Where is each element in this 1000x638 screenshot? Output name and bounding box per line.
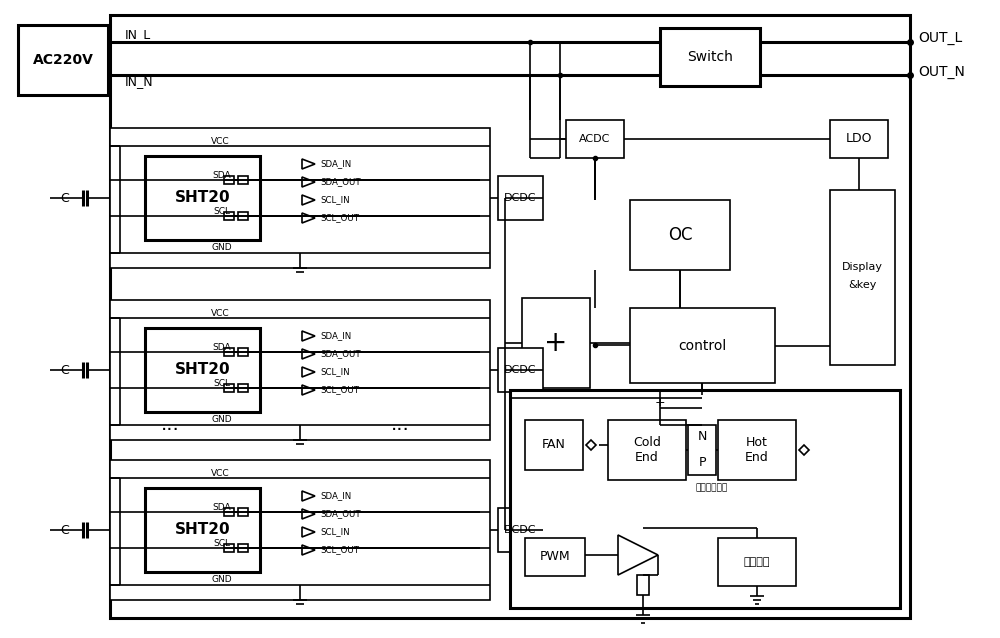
Text: SDA: SDA bbox=[213, 503, 231, 512]
Text: SDA_OUT: SDA_OUT bbox=[320, 177, 361, 186]
Text: ...: ... bbox=[391, 415, 409, 434]
Bar bbox=[18, 25, 108, 95]
Bar bbox=[718, 538, 796, 586]
Bar bbox=[238, 348, 248, 356]
Text: DCDC: DCDC bbox=[504, 193, 537, 203]
Text: +: + bbox=[544, 329, 568, 357]
Bar bbox=[510, 390, 900, 608]
Text: LDO: LDO bbox=[846, 133, 872, 145]
Text: 除湿模块: 除湿模块 bbox=[744, 557, 770, 567]
Bar bbox=[110, 128, 490, 268]
Text: C: C bbox=[61, 524, 69, 537]
Text: ACDC: ACDC bbox=[579, 134, 611, 144]
Text: SCL: SCL bbox=[214, 207, 230, 216]
Bar bbox=[145, 488, 260, 572]
Text: PWM: PWM bbox=[540, 551, 570, 563]
Text: 半导体制冷片: 半导体制冷片 bbox=[696, 484, 728, 493]
Text: SCL: SCL bbox=[214, 538, 230, 547]
Bar bbox=[224, 348, 234, 356]
Bar bbox=[608, 420, 686, 480]
Bar bbox=[637, 575, 649, 595]
Text: AC220V: AC220V bbox=[33, 53, 93, 67]
Text: OUT_N: OUT_N bbox=[918, 65, 965, 79]
Bar bbox=[566, 120, 624, 158]
Bar bbox=[224, 212, 234, 220]
Text: SDA: SDA bbox=[213, 170, 231, 179]
Bar bbox=[688, 425, 716, 475]
Text: SCL_IN: SCL_IN bbox=[320, 528, 350, 537]
Text: Hot
End: Hot End bbox=[745, 436, 769, 464]
Text: FAN: FAN bbox=[542, 438, 566, 452]
Text: C: C bbox=[61, 191, 69, 205]
Text: SHT20: SHT20 bbox=[175, 362, 230, 378]
Bar bbox=[525, 420, 583, 470]
Bar bbox=[110, 300, 490, 440]
Text: Switch: Switch bbox=[687, 50, 733, 64]
Bar bbox=[830, 190, 895, 365]
Bar bbox=[525, 538, 585, 576]
Bar bbox=[660, 28, 760, 86]
Bar bbox=[630, 200, 730, 270]
Text: VCC: VCC bbox=[211, 309, 229, 318]
Text: IN_N: IN_N bbox=[125, 75, 154, 89]
Bar bbox=[224, 176, 234, 184]
Text: SDA_IN: SDA_IN bbox=[320, 332, 351, 341]
Text: OUT_L: OUT_L bbox=[918, 31, 962, 45]
Text: P: P bbox=[698, 456, 706, 468]
Text: SCL_OUT: SCL_OUT bbox=[320, 214, 359, 223]
Text: GND: GND bbox=[212, 415, 232, 424]
Bar bbox=[238, 212, 248, 220]
Text: Display: Display bbox=[842, 262, 883, 272]
Bar bbox=[238, 384, 248, 392]
Bar bbox=[498, 348, 543, 392]
Text: OC: OC bbox=[668, 226, 692, 244]
Bar bbox=[630, 308, 775, 383]
Text: DCDC: DCDC bbox=[504, 525, 537, 535]
Text: SCL_OUT: SCL_OUT bbox=[320, 385, 359, 394]
Text: SCL_IN: SCL_IN bbox=[320, 367, 350, 376]
Text: SHT20: SHT20 bbox=[175, 523, 230, 537]
Text: +: + bbox=[655, 396, 665, 408]
Bar bbox=[238, 176, 248, 184]
Bar bbox=[522, 298, 590, 388]
Bar bbox=[110, 15, 910, 618]
Bar bbox=[718, 420, 796, 480]
Bar bbox=[498, 176, 543, 220]
Text: VCC: VCC bbox=[211, 468, 229, 477]
Text: GND: GND bbox=[212, 244, 232, 253]
Text: control: control bbox=[678, 339, 727, 353]
Text: ...: ... bbox=[161, 415, 179, 434]
Bar bbox=[498, 508, 543, 552]
Text: SDA_IN: SDA_IN bbox=[320, 491, 351, 500]
Text: SDA_IN: SDA_IN bbox=[320, 160, 351, 168]
Text: Cold
End: Cold End bbox=[633, 436, 661, 464]
Bar bbox=[224, 544, 234, 552]
Text: SCL_OUT: SCL_OUT bbox=[320, 545, 359, 554]
Text: SHT20: SHT20 bbox=[175, 191, 230, 205]
Text: GND: GND bbox=[212, 575, 232, 584]
Bar bbox=[238, 544, 248, 552]
Text: DCDC: DCDC bbox=[504, 365, 537, 375]
Text: VCC: VCC bbox=[211, 137, 229, 145]
Text: SDA_OUT: SDA_OUT bbox=[320, 510, 361, 519]
Text: IN_L: IN_L bbox=[125, 29, 151, 41]
Bar bbox=[145, 156, 260, 240]
Bar bbox=[830, 120, 888, 158]
Text: &key: &key bbox=[848, 281, 877, 290]
Text: SDA: SDA bbox=[213, 343, 231, 352]
Text: SCL_IN: SCL_IN bbox=[320, 195, 350, 205]
Bar bbox=[238, 508, 248, 516]
Bar bbox=[224, 384, 234, 392]
Text: SDA_OUT: SDA_OUT bbox=[320, 350, 361, 359]
Bar bbox=[110, 460, 490, 600]
Text: SCL: SCL bbox=[214, 378, 230, 387]
Bar bbox=[145, 328, 260, 412]
Text: C: C bbox=[61, 364, 69, 376]
Bar bbox=[224, 508, 234, 516]
Text: N: N bbox=[697, 431, 707, 443]
